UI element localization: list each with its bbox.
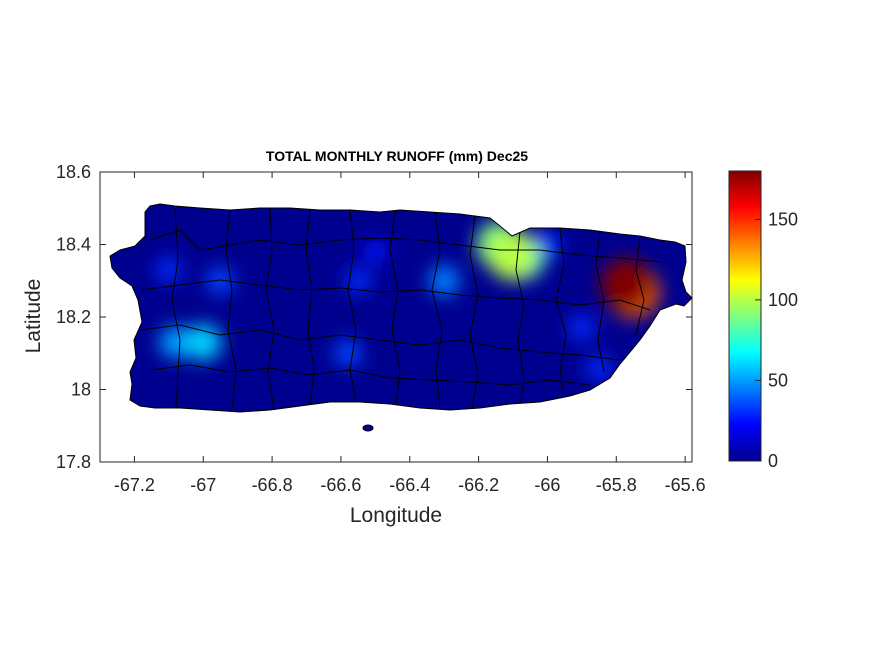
y-axis-label: Latitude	[22, 279, 45, 354]
municipality-boundaries	[139, 207, 661, 411]
municipality-boundary	[515, 231, 525, 405]
colorbar	[728, 170, 762, 462]
municipality-boundary	[469, 215, 479, 409]
municipality-boundary	[431, 211, 443, 409]
hotspot-layer	[155, 221, 660, 381]
y-tick-label: 18.4	[56, 235, 91, 255]
municipality-boundary	[171, 207, 181, 409]
x-tick-label: -65.8	[596, 475, 637, 495]
colorbar-tick-label: 0	[768, 451, 778, 471]
municipality-boundary	[265, 207, 275, 411]
municipality-boundary	[305, 209, 315, 406]
y-tick-label: 18	[71, 380, 91, 400]
runoff-hotspot	[363, 239, 388, 264]
municipality-boundary	[347, 209, 357, 403]
y-tick-label: 18.6	[56, 162, 91, 182]
colorbar-tick-label: 50	[768, 370, 788, 390]
plot-title: TOTAL MONTHLY RUNOFF (mm) Dec25	[266, 148, 528, 164]
runoff-hotspot	[428, 265, 460, 297]
coastline	[109, 203, 693, 413]
colorbar-tick-label: 100	[768, 290, 798, 310]
x-axis-label: Longitude	[350, 504, 442, 527]
runoff-hotspots	[155, 221, 660, 381]
runoff-hotspot	[185, 324, 222, 361]
runoff-heatmap	[109, 203, 693, 432]
colorbar-ticks: 0 50 100 150	[755, 209, 798, 471]
x-tick-label: -66.2	[458, 475, 499, 495]
caja-de-muertos-island	[362, 424, 374, 432]
municipality-boundary	[139, 324, 621, 361]
x-tick-label: -66	[534, 475, 560, 495]
runoff-hotspot	[568, 314, 595, 341]
x-tick-label: -66.4	[389, 475, 430, 495]
y-tick-label: 18.2	[56, 307, 91, 327]
municipality-boundary	[635, 235, 645, 336]
runoff-hotspot	[488, 230, 538, 281]
municipality-boundary	[595, 230, 605, 373]
municipality-boundary	[389, 210, 401, 405]
municipality-boundary	[149, 229, 661, 263]
x-tick-label: -65.6	[665, 475, 706, 495]
x-axis: -67.2 -67 -66.8 -66.6 -66.4 -66.2 -66 -65.8 -65.…	[114, 172, 706, 495]
runoff-hotspot	[333, 339, 362, 368]
y-tick-label: 17.8	[56, 452, 91, 472]
x-tick-label: -66.8	[252, 475, 293, 495]
runoff-hotspot	[345, 267, 372, 294]
colorbar-tick-label: 150	[768, 209, 798, 229]
runoff-hotspot	[206, 266, 235, 295]
x-tick-label: -66.6	[320, 475, 361, 495]
municipality-boundary	[139, 279, 651, 311]
y-axis: 17.8 18 18.2 18.4 18.6	[56, 162, 692, 472]
x-tick-label: -67.2	[114, 475, 155, 495]
runoff-hotspot	[159, 326, 193, 359]
municipality-boundary	[149, 364, 591, 386]
municipality-boundary	[555, 227, 567, 397]
runoff-hotspot	[586, 354, 613, 381]
runoff-hotspot	[600, 258, 653, 311]
x-tick-label: -67	[190, 475, 216, 495]
municipality-boundary	[225, 209, 237, 411]
